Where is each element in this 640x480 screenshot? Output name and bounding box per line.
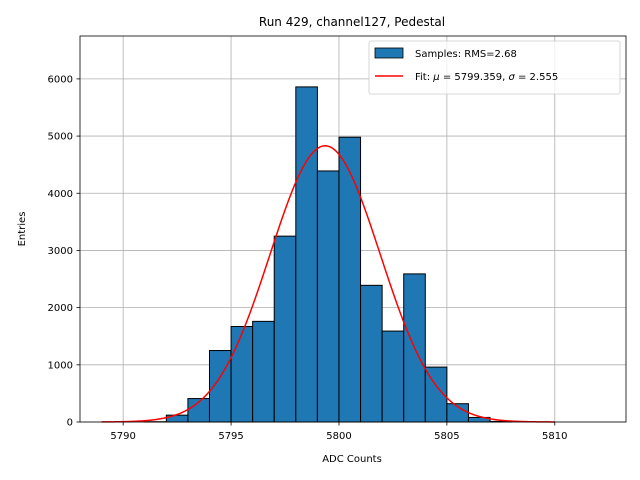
legend: Samples: RMS=2.68 Fit: μ = 5799.359, σ =… bbox=[368, 40, 621, 95]
legend-histogram-swatch bbox=[374, 47, 404, 59]
legend-fit-label: Fit: μ = 5799.359, σ = 2.555 bbox=[415, 72, 558, 83]
x-axis-label: ADC Counts bbox=[322, 454, 382, 465]
legend-mu-symbol: μ bbox=[432, 72, 439, 83]
axes-frame bbox=[79, 35, 627, 423]
y-tick-label: 2000 bbox=[48, 303, 73, 314]
histogram-bar bbox=[338, 136, 362, 423]
legend-sigma-symbol: σ bbox=[508, 72, 515, 83]
y-tick-label: 3000 bbox=[48, 246, 73, 257]
histogram-bar bbox=[230, 326, 254, 423]
y-tick-label: 4000 bbox=[48, 189, 73, 200]
fit-curve bbox=[101, 145, 555, 423]
chart-title: Run 429, channel127, Pedestal bbox=[259, 15, 445, 29]
y-tick-label: 5000 bbox=[48, 132, 73, 143]
y-axis-ticks: 0 1000 2000 3000 4000 5000 6000 bbox=[48, 74, 80, 429]
x-axis-ticks: 5790 5795 5800 5805 5810 bbox=[110, 422, 568, 442]
histogram-bar bbox=[316, 170, 340, 423]
histogram-bar bbox=[295, 86, 318, 423]
histogram-bar bbox=[252, 320, 275, 423]
x-tick-label: 5800 bbox=[326, 431, 351, 442]
histogram-bar bbox=[360, 284, 383, 423]
y-tick-label: 0 bbox=[67, 418, 73, 429]
histogram-bar bbox=[381, 330, 405, 423]
y-axis-label: Entries bbox=[17, 212, 28, 247]
y-tick-label: 1000 bbox=[48, 360, 73, 371]
x-tick-label: 5810 bbox=[542, 431, 567, 442]
y-tick-label: 6000 bbox=[48, 74, 73, 85]
x-tick-label: 5805 bbox=[434, 431, 459, 442]
histogram-bars bbox=[144, 86, 513, 423]
legend-box bbox=[368, 40, 621, 95]
legend-histogram-label: Samples: RMS=2.68 bbox=[415, 49, 517, 60]
x-tick-label: 5795 bbox=[218, 431, 243, 442]
histogram-bar bbox=[273, 235, 297, 423]
x-tick-label: 5790 bbox=[110, 431, 135, 442]
